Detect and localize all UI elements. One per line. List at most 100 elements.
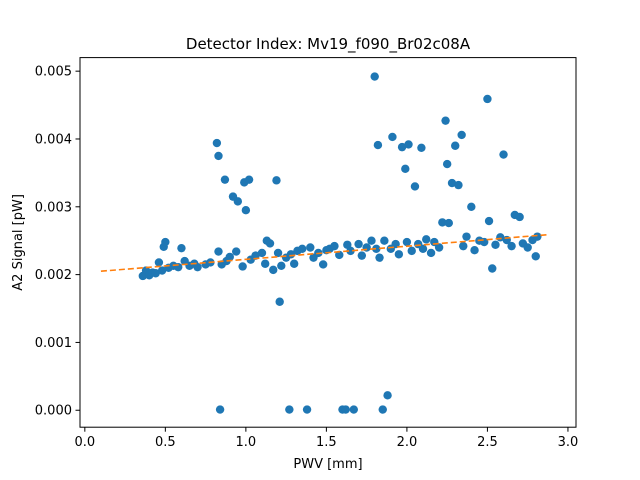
data-point (444, 218, 453, 228)
data-point (533, 232, 542, 241)
data-point (233, 197, 243, 206)
data-point (410, 182, 420, 191)
data-point (388, 132, 397, 142)
fit-line (100, 233, 549, 273)
plot-area (80, 57, 576, 428)
data-point (241, 205, 251, 215)
data-point (341, 405, 350, 414)
data-point (401, 164, 410, 174)
data-point (438, 218, 447, 227)
data-point (265, 239, 275, 248)
data-point (467, 202, 476, 211)
data-point (289, 259, 299, 268)
x-tick-label: 1.5 (316, 435, 337, 450)
data-point (397, 142, 407, 152)
data-point (151, 269, 160, 278)
data-point (330, 241, 339, 251)
data-point (417, 143, 426, 152)
data-point (277, 261, 286, 270)
data-point (404, 140, 413, 149)
data-point (434, 243, 444, 252)
data-point (470, 246, 479, 255)
data-point (285, 405, 294, 414)
data-point (225, 252, 234, 262)
x-axis: 0.0 0.5 1.0 1.5 2.0 2.5 3.0 (74, 427, 578, 450)
x-tick-label: 2.0 (397, 435, 418, 450)
data-point (451, 141, 460, 150)
y-tick-label: 0.004 (35, 132, 72, 147)
data-point (318, 260, 328, 269)
y-tick-label: 0.001 (35, 336, 72, 351)
data-point (499, 150, 508, 159)
data-point (483, 94, 492, 104)
data-point (220, 175, 230, 184)
y-tick-label: 0.005 (35, 65, 72, 80)
data-point (232, 247, 241, 256)
data-point (302, 405, 312, 414)
data-point (273, 248, 283, 258)
data-points (138, 72, 542, 414)
data-point (238, 262, 247, 271)
x-tick-label: 2.5 (477, 435, 498, 450)
data-point (484, 216, 494, 226)
data-point (269, 265, 278, 275)
data-point (462, 232, 471, 241)
data-point (177, 243, 186, 253)
y-axis-label: A2 Signal [pW] (11, 194, 26, 291)
data-point (354, 239, 363, 249)
data-point (378, 405, 387, 414)
data-point (257, 248, 267, 258)
data-point (383, 391, 392, 400)
data-point (161, 237, 170, 247)
y-tick-label: 0.000 (35, 404, 72, 419)
data-point (447, 178, 457, 188)
data-point (422, 235, 431, 244)
data-point (272, 176, 281, 185)
data-point (154, 258, 164, 267)
data-point (380, 236, 389, 245)
data-point (459, 241, 468, 251)
y-axis: 0.000 0.001 0.002 0.003 0.004 0.005 (35, 65, 80, 419)
data-point (372, 244, 381, 254)
chart-title: Detector Index: Mv19_f090_Br02c08A (186, 35, 471, 54)
plot-frame (79, 57, 577, 428)
data-point (442, 159, 452, 169)
data-point (349, 405, 358, 414)
data-point (193, 262, 202, 272)
data-point (426, 248, 436, 258)
data-point (407, 246, 416, 256)
data-point (306, 243, 315, 252)
data-point (244, 175, 254, 184)
data-point (454, 180, 463, 190)
data-point (275, 297, 284, 306)
data-point (373, 140, 383, 150)
data-point (491, 240, 500, 249)
data-point (260, 259, 270, 268)
data-point (402, 237, 412, 247)
data-point (531, 252, 540, 261)
data-point (370, 72, 379, 81)
x-tick-label: 1.0 (236, 435, 257, 450)
data-point (418, 244, 428, 254)
x-axis-label: PWV [mm] (293, 457, 362, 472)
x-tick-label: 0.0 (74, 435, 95, 450)
data-point (507, 241, 516, 251)
data-point (375, 253, 384, 262)
data-point (441, 116, 450, 125)
y-tick-label: 0.002 (35, 268, 72, 283)
data-point (335, 250, 344, 260)
data-point (367, 236, 376, 245)
data-point (457, 130, 466, 140)
data-point (157, 266, 167, 275)
data-point (215, 405, 225, 414)
data-point (346, 246, 355, 256)
y-tick-label: 0.003 (35, 200, 72, 215)
data-point (286, 250, 296, 259)
data-point (357, 251, 367, 260)
data-point (488, 264, 497, 273)
data-point (515, 212, 524, 222)
data-point (523, 243, 532, 252)
data-point (298, 244, 307, 254)
fit-line-layer (100, 233, 549, 273)
